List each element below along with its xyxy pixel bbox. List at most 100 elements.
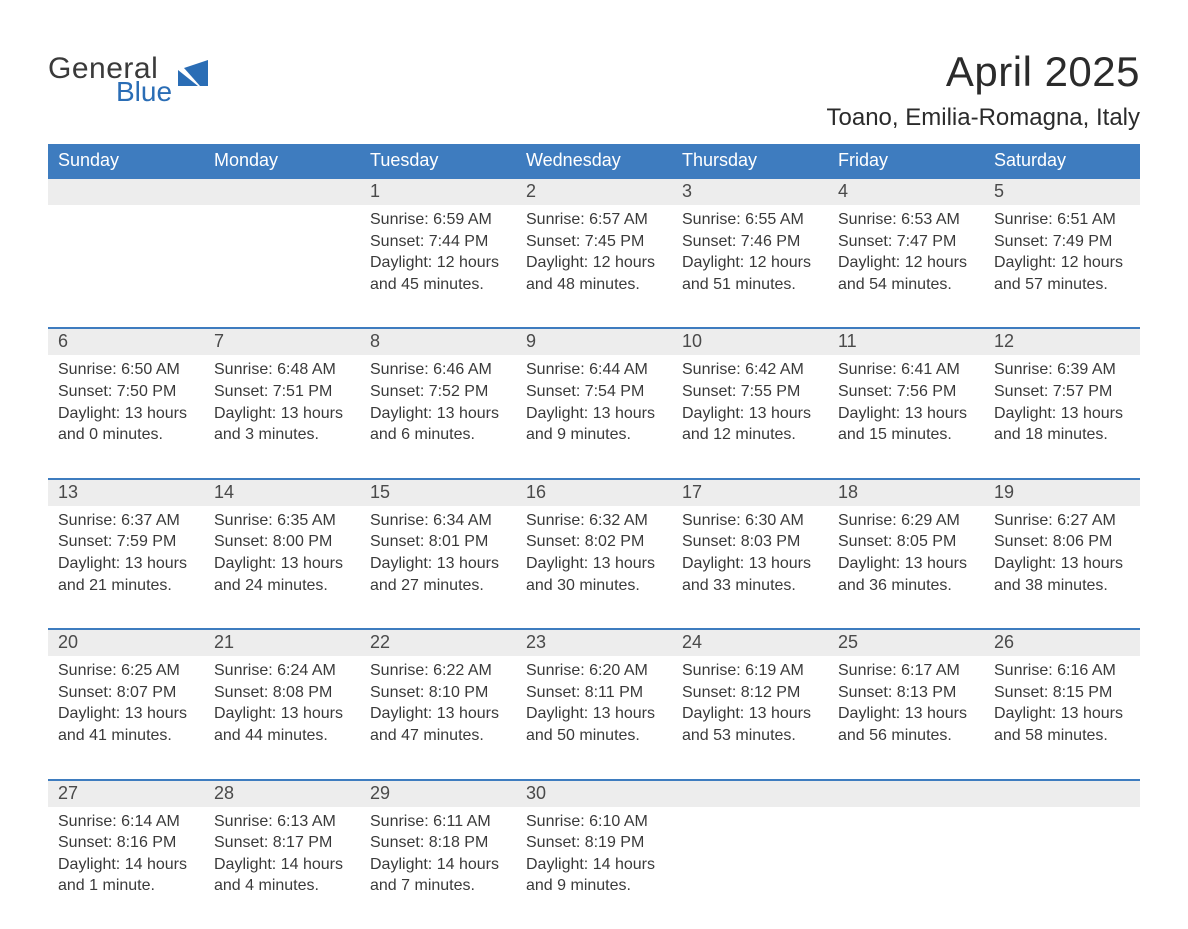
sunrise-text: Sunrise: 6:22 AM — [370, 660, 506, 682]
daylight-text: Daylight: 13 hours and 21 minutes. — [58, 553, 194, 596]
daylight-text: Daylight: 14 hours and 9 minutes. — [526, 854, 662, 897]
sunrise-text: Sunrise: 6:16 AM — [994, 660, 1130, 682]
sunrise-text: Sunrise: 6:27 AM — [994, 510, 1130, 532]
day-number: 6 — [48, 329, 204, 355]
day-number: 7 — [204, 329, 360, 355]
daylight-text: Daylight: 13 hours and 0 minutes. — [58, 403, 194, 446]
sunset-text: Sunset: 8:15 PM — [994, 682, 1130, 704]
sunrise-text: Sunrise: 6:37 AM — [58, 510, 194, 532]
day-cell — [828, 807, 984, 929]
day-content-row: Sunrise: 6:25 AMSunset: 8:07 PMDaylight:… — [48, 656, 1140, 778]
sunset-text: Sunset: 8:05 PM — [838, 531, 974, 553]
day-number: 21 — [204, 630, 360, 656]
daylight-text: Daylight: 13 hours and 41 minutes. — [58, 703, 194, 746]
day-cell — [204, 205, 360, 327]
sunrise-text: Sunrise: 6:44 AM — [526, 359, 662, 381]
day-number — [672, 781, 828, 807]
day-number: 16 — [516, 480, 672, 506]
sunrise-text: Sunrise: 6:48 AM — [214, 359, 350, 381]
day-cell: Sunrise: 6:30 AMSunset: 8:03 PMDaylight:… — [672, 506, 828, 628]
day-content-row: Sunrise: 6:37 AMSunset: 7:59 PMDaylight:… — [48, 506, 1140, 628]
day-number: 18 — [828, 480, 984, 506]
logo-mark-icon — [178, 60, 212, 86]
weeks-container: 12345Sunrise: 6:59 AMSunset: 7:44 PMDayl… — [48, 179, 1140, 929]
daylight-text: Daylight: 13 hours and 33 minutes. — [682, 553, 818, 596]
day-cell: Sunrise: 6:46 AMSunset: 7:52 PMDaylight:… — [360, 355, 516, 477]
sunset-text: Sunset: 7:55 PM — [682, 381, 818, 403]
sunrise-text: Sunrise: 6:32 AM — [526, 510, 662, 532]
sunset-text: Sunset: 8:10 PM — [370, 682, 506, 704]
brand-logo: General Blue — [48, 54, 212, 106]
daylight-text: Daylight: 13 hours and 53 minutes. — [682, 703, 818, 746]
day-cell: Sunrise: 6:11 AMSunset: 8:18 PMDaylight:… — [360, 807, 516, 929]
day-number: 30 — [516, 781, 672, 807]
daylight-text: Daylight: 14 hours and 4 minutes. — [214, 854, 350, 897]
sunset-text: Sunset: 7:52 PM — [370, 381, 506, 403]
day-cell: Sunrise: 6:10 AMSunset: 8:19 PMDaylight:… — [516, 807, 672, 929]
sunset-text: Sunset: 7:57 PM — [994, 381, 1130, 403]
day-content-row: Sunrise: 6:59 AMSunset: 7:44 PMDaylight:… — [48, 205, 1140, 327]
daylight-text: Daylight: 13 hours and 47 minutes. — [370, 703, 506, 746]
header-row: General Blue April 2025 Toano, Emilia-Ro… — [48, 48, 1140, 132]
day-cell — [672, 807, 828, 929]
logo-word-blue: Blue — [116, 78, 172, 106]
sunrise-text: Sunrise: 6:10 AM — [526, 811, 662, 833]
day-number — [828, 781, 984, 807]
daylight-text: Daylight: 14 hours and 7 minutes. — [370, 854, 506, 897]
sunset-text: Sunset: 7:49 PM — [994, 231, 1130, 253]
daylight-text: Daylight: 13 hours and 9 minutes. — [526, 403, 662, 446]
daylight-text: Daylight: 13 hours and 50 minutes. — [526, 703, 662, 746]
logo-text: General Blue — [48, 54, 172, 106]
day-number-row: 13141516171819 — [48, 480, 1140, 506]
sunrise-text: Sunrise: 6:20 AM — [526, 660, 662, 682]
sunset-text: Sunset: 8:03 PM — [682, 531, 818, 553]
sunset-text: Sunset: 7:59 PM — [58, 531, 194, 553]
daylight-text: Daylight: 12 hours and 48 minutes. — [526, 252, 662, 295]
day-cell: Sunrise: 6:42 AMSunset: 7:55 PMDaylight:… — [672, 355, 828, 477]
day-number — [204, 179, 360, 205]
day-number: 15 — [360, 480, 516, 506]
day-number: 24 — [672, 630, 828, 656]
day-cell: Sunrise: 6:37 AMSunset: 7:59 PMDaylight:… — [48, 506, 204, 628]
day-number: 9 — [516, 329, 672, 355]
day-number — [48, 179, 204, 205]
sunrise-text: Sunrise: 6:19 AM — [682, 660, 818, 682]
day-cell: Sunrise: 6:41 AMSunset: 7:56 PMDaylight:… — [828, 355, 984, 477]
day-number: 25 — [828, 630, 984, 656]
day-cell: Sunrise: 6:57 AMSunset: 7:45 PMDaylight:… — [516, 205, 672, 327]
day-number: 12 — [984, 329, 1140, 355]
dow-saturday: Saturday — [984, 144, 1140, 179]
sunset-text: Sunset: 8:07 PM — [58, 682, 194, 704]
sunrise-text: Sunrise: 6:41 AM — [838, 359, 974, 381]
daylight-text: Daylight: 13 hours and 27 minutes. — [370, 553, 506, 596]
day-cell: Sunrise: 6:27 AMSunset: 8:06 PMDaylight:… — [984, 506, 1140, 628]
sunset-text: Sunset: 8:13 PM — [838, 682, 974, 704]
week-row: 12345Sunrise: 6:59 AMSunset: 7:44 PMDayl… — [48, 179, 1140, 327]
day-cell: Sunrise: 6:19 AMSunset: 8:12 PMDaylight:… — [672, 656, 828, 778]
sunrise-text: Sunrise: 6:57 AM — [526, 209, 662, 231]
day-content-row: Sunrise: 6:50 AMSunset: 7:50 PMDaylight:… — [48, 355, 1140, 477]
sunset-text: Sunset: 7:46 PM — [682, 231, 818, 253]
sunset-text: Sunset: 8:18 PM — [370, 832, 506, 854]
day-cell: Sunrise: 6:29 AMSunset: 8:05 PMDaylight:… — [828, 506, 984, 628]
sunset-text: Sunset: 7:54 PM — [526, 381, 662, 403]
sunset-text: Sunset: 7:47 PM — [838, 231, 974, 253]
sunrise-text: Sunrise: 6:50 AM — [58, 359, 194, 381]
day-number: 22 — [360, 630, 516, 656]
week-row: 20212223242526Sunrise: 6:25 AMSunset: 8:… — [48, 628, 1140, 778]
sunrise-text: Sunrise: 6:17 AM — [838, 660, 974, 682]
day-number: 20 — [48, 630, 204, 656]
location-subtitle: Toano, Emilia-Romagna, Italy — [827, 104, 1140, 132]
dow-thursday: Thursday — [672, 144, 828, 179]
day-number: 17 — [672, 480, 828, 506]
sunset-text: Sunset: 8:17 PM — [214, 832, 350, 854]
sunset-text: Sunset: 7:50 PM — [58, 381, 194, 403]
week-row: 6789101112Sunrise: 6:50 AMSunset: 7:50 P… — [48, 327, 1140, 477]
days-of-week-header: Sunday Monday Tuesday Wednesday Thursday… — [48, 144, 1140, 179]
day-cell: Sunrise: 6:14 AMSunset: 8:16 PMDaylight:… — [48, 807, 204, 929]
day-number: 4 — [828, 179, 984, 205]
day-cell: Sunrise: 6:17 AMSunset: 8:13 PMDaylight:… — [828, 656, 984, 778]
day-cell: Sunrise: 6:53 AMSunset: 7:47 PMDaylight:… — [828, 205, 984, 327]
daylight-text: Daylight: 13 hours and 24 minutes. — [214, 553, 350, 596]
sunset-text: Sunset: 7:51 PM — [214, 381, 350, 403]
